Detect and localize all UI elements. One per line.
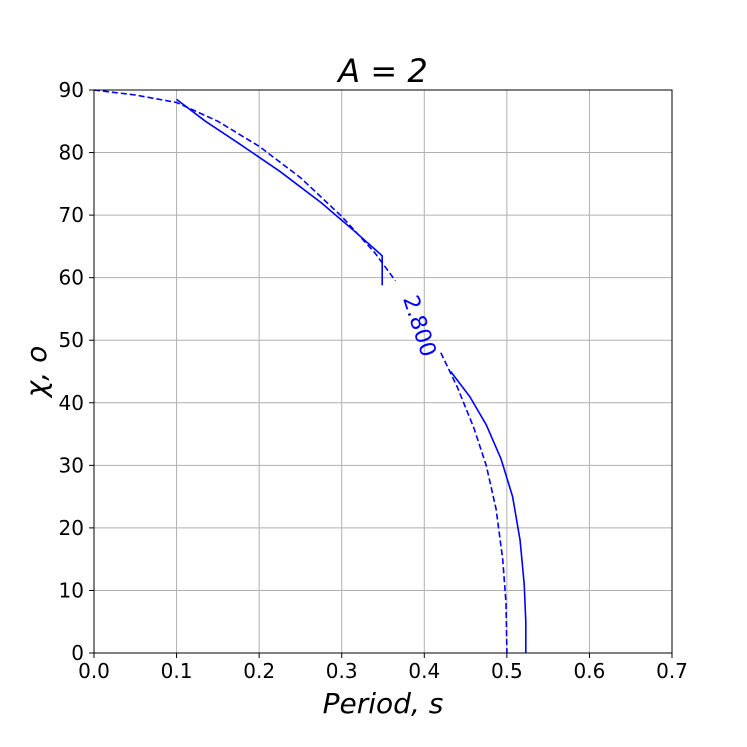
x-axis-label: Period, s xyxy=(323,687,444,720)
solid-series-line xyxy=(450,371,527,653)
x-tick-label: 0.1 xyxy=(161,659,193,683)
y-tick-label: 60 xyxy=(59,266,84,290)
y-tick-label: 10 xyxy=(59,578,84,602)
y-tick-label: 70 xyxy=(59,203,84,227)
y-tick-label: 30 xyxy=(59,453,84,477)
series-layer xyxy=(93,89,527,654)
dashed-series-line xyxy=(440,352,508,654)
y-tick-label: 20 xyxy=(59,516,84,540)
tick-layer: 0.0 0.1 0.2 0.3 0.4 0.5 0.6 0.7 0 10 20 30 40 50 60 70 8… xyxy=(59,78,688,683)
solid-series-line xyxy=(176,98,383,286)
y-tick-label: 50 xyxy=(59,328,84,352)
dashed-series-line xyxy=(93,89,397,282)
y-tick-label: 80 xyxy=(59,141,84,165)
y-axis-label: χ, o xyxy=(20,346,53,400)
chart-title: A = 2 xyxy=(336,52,427,90)
x-tick-label: 0.6 xyxy=(574,659,606,683)
y-tick-label: 90 xyxy=(59,78,84,102)
x-tick-label: 0.7 xyxy=(656,659,688,683)
x-tick-label: 0.3 xyxy=(326,659,358,683)
y-tick-label: 0 xyxy=(71,641,84,665)
x-tick-label: 0.2 xyxy=(243,659,275,683)
y-tick-label: 40 xyxy=(59,391,84,415)
grid xyxy=(93,89,673,654)
x-tick-label: 0.5 xyxy=(491,659,523,683)
plot-frame xyxy=(93,89,673,654)
x-tick-label: 0.4 xyxy=(408,659,440,683)
x-tick-label: 0.0 xyxy=(78,659,110,683)
contour-label: 2.800 xyxy=(397,292,440,360)
